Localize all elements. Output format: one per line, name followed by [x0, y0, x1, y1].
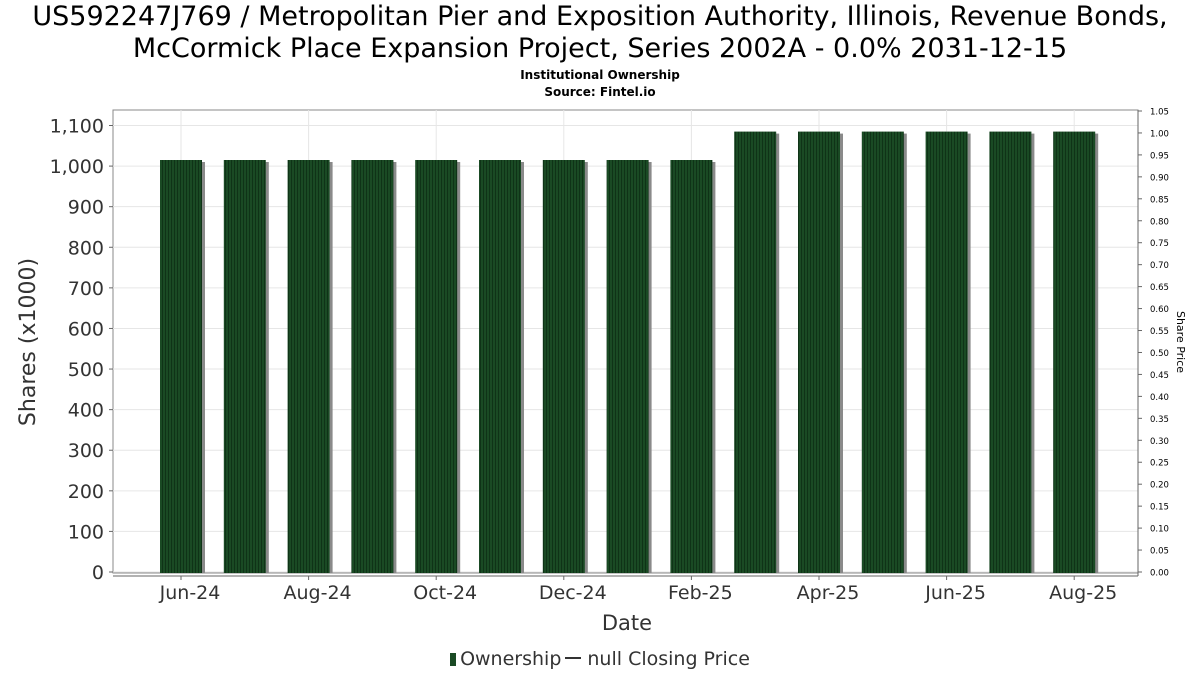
y2-tick-label: 0.35 [1150, 415, 1169, 425]
y2-tick-label: 0.70 [1150, 261, 1169, 271]
x-tick-label: Oct-24 [413, 582, 477, 604]
y2-tick-label: 0.90 [1150, 173, 1169, 183]
y-tick-label: 1,100 [50, 116, 104, 138]
y2-tick-label: 0.30 [1150, 437, 1169, 447]
y-tick-label: 100 [68, 521, 104, 543]
y2-tick-label: 0.10 [1150, 525, 1169, 535]
y-tick-label: 700 [68, 278, 104, 300]
ownership-bar [351, 160, 394, 574]
ownership-bar [798, 131, 840, 574]
y2-tick-label: 0.20 [1150, 481, 1169, 491]
y2-tick-label: 0.15 [1150, 503, 1169, 513]
y2-tick-label: 0.95 [1150, 151, 1169, 161]
x-tick-label: Dec-24 [539, 582, 607, 604]
y2-tick-label: 0.85 [1150, 195, 1169, 205]
ownership-bar [479, 160, 521, 574]
y2-axis-ticks: 0.00 0.05 0.10 0.15 0.20 0.25 0.30 0.35 0.40 0.45… [1138, 108, 1169, 579]
y2-tick-label: 0.05 [1150, 547, 1169, 557]
y-tick-label: 900 [68, 197, 104, 219]
x-tick-label: Apr-25 [797, 582, 860, 604]
legend-price-label: null Closing Price [587, 648, 750, 670]
y2-tick-label: 0.40 [1150, 393, 1169, 403]
ownership-bar [223, 160, 266, 574]
y2-tick-label: 0.25 [1150, 459, 1169, 469]
y-tick-label: 300 [68, 440, 104, 462]
ownership-bar [925, 131, 968, 574]
y-tick-label: 200 [68, 481, 104, 503]
chart-title-line-1: US592247J769 / Metropolitan Pier and Exp… [32, 1, 1168, 32]
ownership-bar [606, 160, 649, 574]
y-axis-label: Shares (x1000) [16, 258, 41, 426]
ownership-bar [542, 160, 585, 574]
ownership-bar [734, 131, 777, 574]
y2-tick-label: 0.65 [1150, 283, 1169, 293]
y2-tick-label: 0.75 [1150, 239, 1169, 249]
legend: Ownership null Closing Price [0, 648, 1200, 670]
x-tick-label: Feb-25 [668, 582, 733, 604]
ownership-legend-swatch [450, 653, 457, 666]
y2-tick-label: 1.05 [1150, 108, 1169, 118]
ownership-bar [160, 160, 202, 574]
ownership-bar [670, 160, 713, 574]
x-tick-label: Jun-24 [159, 582, 221, 604]
chart-source: Source: Fintel.io [544, 85, 656, 99]
y2-tick-label: 0.50 [1150, 349, 1169, 359]
chart-subtitle: Institutional Ownership [520, 68, 680, 82]
closing-price-legend-line [565, 657, 582, 659]
x-tick-label: Aug-24 [284, 582, 352, 604]
y2-axis-label: Share Price [1174, 311, 1187, 373]
y-tick-label: 800 [68, 237, 104, 259]
y-tick-label: 1,000 [50, 156, 104, 178]
y2-tick-label: 0.00 [1150, 569, 1169, 579]
ownership-bar [1053, 131, 1096, 574]
y-tick-label: 0 [92, 562, 104, 584]
y-tick-label: 600 [68, 318, 104, 340]
x-tick-label: Jun-25 [924, 582, 986, 604]
y2-tick-label: 0.45 [1150, 371, 1169, 381]
ownership-bar [287, 160, 330, 574]
chart-title-line-2: McCormick Place Expansion Project, Serie… [132, 33, 1068, 64]
y2-tick-label: 0.80 [1150, 217, 1169, 227]
y-tick-label: 400 [68, 400, 104, 422]
ownership-bar [415, 160, 458, 574]
x-axis-ticks: Jun-24 Aug-24 Oct-24 Dec-24 Feb-25 Apr-25 Jun-… [159, 576, 1117, 604]
y-axis-ticks: 0 100 200 300 400 500 600 700 800 900 1,000 1,100 [50, 116, 113, 584]
y-tick-label: 500 [68, 359, 104, 381]
x-tick-label: Aug-25 [1049, 582, 1117, 604]
bars [160, 131, 1099, 574]
ownership-bar [861, 131, 904, 574]
y2-tick-label: 1.00 [1150, 129, 1169, 139]
x-axis-label: Date [602, 611, 652, 635]
y2-tick-label: 0.55 [1150, 327, 1169, 337]
y2-tick-label: 0.60 [1150, 305, 1169, 315]
ownership-bar [989, 131, 1032, 574]
legend-ownership-label: Ownership [460, 648, 562, 670]
